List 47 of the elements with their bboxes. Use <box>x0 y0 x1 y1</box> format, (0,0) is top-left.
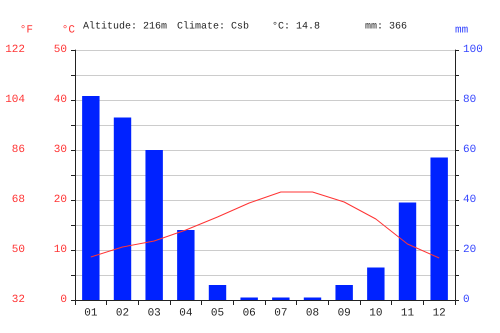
y-axis-title: °C <box>62 24 76 36</box>
bar <box>177 230 195 300</box>
y-tick-label: 30 <box>54 144 67 156</box>
x-tick-label: 01 <box>84 308 98 320</box>
y-tick-label: 50 <box>54 44 67 56</box>
bar <box>208 285 226 300</box>
x-tick-label: 06 <box>242 308 256 320</box>
bar <box>398 202 416 300</box>
x-tick-label: 07 <box>274 308 288 320</box>
y3-tick-label: 32 <box>12 294 25 306</box>
y-tick-label: 20 <box>54 194 67 206</box>
bar <box>114 118 132 300</box>
x-tick-label: 10 <box>369 308 382 320</box>
y2-tick-label: 100 <box>463 44 483 56</box>
y3-tick-label: 68 <box>12 194 25 206</box>
bar <box>335 285 353 300</box>
y2-axis-title: mm <box>455 24 469 36</box>
y3-tick-label: 86 <box>12 144 25 156</box>
x-tick-label: 05 <box>210 308 224 320</box>
y3-tick-label: 104 <box>5 94 26 106</box>
bar <box>430 158 448 300</box>
y2-tick-label: 0 <box>463 294 470 306</box>
y-tick-label: 40 <box>54 94 67 106</box>
y2-tick-label: 20 <box>463 244 476 256</box>
y-tick-label: 0 <box>60 294 67 306</box>
line-series <box>90 192 440 258</box>
x-tick-label: 08 <box>306 308 320 320</box>
y2-tick-label: 60 <box>463 144 476 156</box>
x-tick-label: 11 <box>400 308 414 320</box>
y3-tick-label: 50 <box>12 244 25 256</box>
y3-tick-label: 122 <box>5 44 25 56</box>
y3-axis-title: °F <box>20 24 33 36</box>
y2-tick-label: 80 <box>463 94 476 106</box>
bar <box>145 150 163 300</box>
y2-tick-label: 40 <box>463 194 476 206</box>
bar <box>367 268 385 300</box>
text: Altitude: 216m <box>83 20 168 32</box>
text: °C: 14.8 <box>272 22 320 32</box>
x-tick-label: 02 <box>116 308 130 320</box>
text: mm: 366 <box>365 22 408 32</box>
x-tick-label: 03 <box>148 308 161 320</box>
x-tick-label: 04 <box>179 308 193 320</box>
x-tick-label: 12 <box>432 308 446 320</box>
text: Climate: Csb <box>177 20 250 32</box>
bar <box>82 96 100 300</box>
x-tick-label: 09 <box>338 308 351 320</box>
y-tick-label: 10 <box>54 244 67 256</box>
